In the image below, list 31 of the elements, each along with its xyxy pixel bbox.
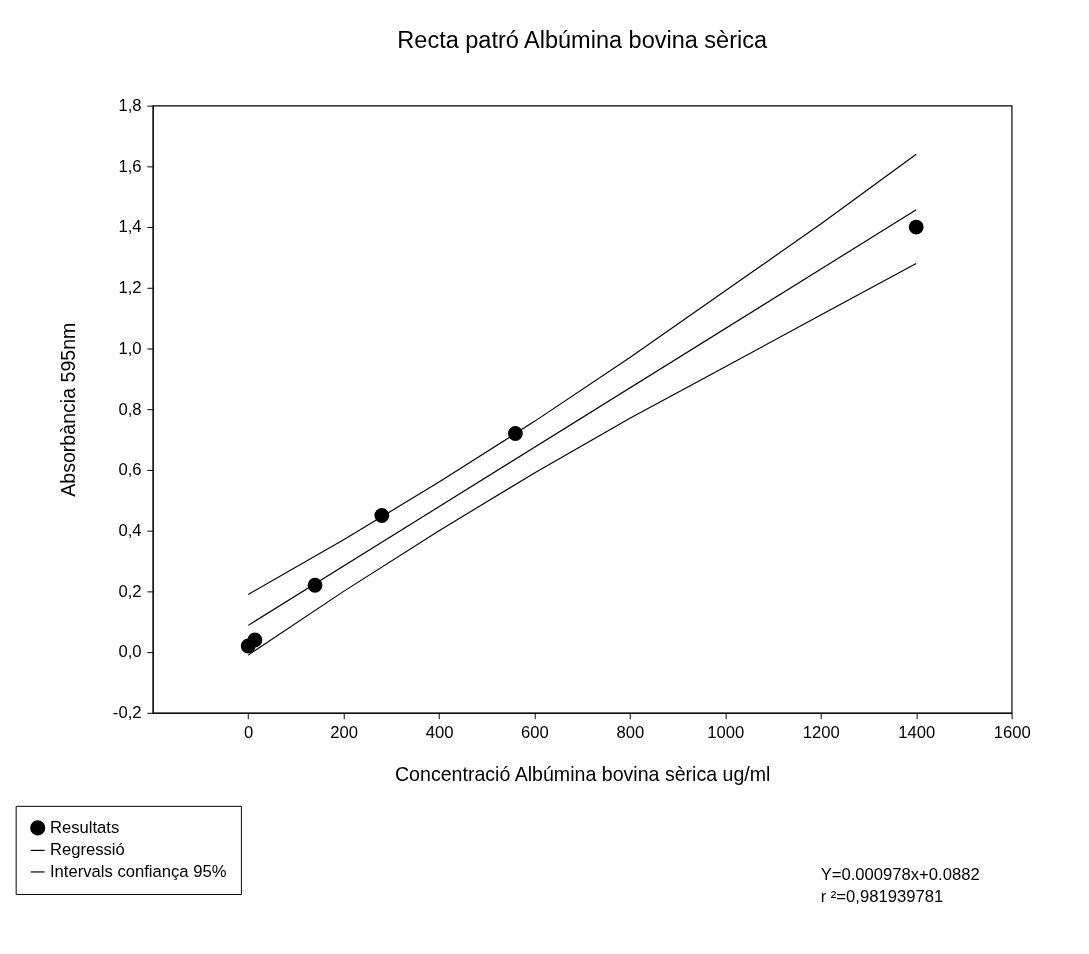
y-tick-label: 0,0 xyxy=(118,642,142,662)
point xyxy=(908,219,924,235)
x-tick-label: 0 xyxy=(244,722,254,742)
line-series xyxy=(247,153,917,595)
y-tick-label: 1,4 xyxy=(118,217,142,237)
x-tick-label: 800 xyxy=(616,722,645,742)
text: Y=0.000978x+0.0882 xyxy=(820,865,980,885)
x-tick-label: 1600 xyxy=(993,722,1031,742)
text: r ²=0,981939781 xyxy=(820,886,944,906)
y-tick-label: 0,8 xyxy=(118,399,142,419)
y-tick-label: 1,2 xyxy=(118,278,142,298)
x-tick-label: 400 xyxy=(425,722,454,742)
y-tick-label: -0,2 xyxy=(112,703,142,723)
y-tick-label: 0,4 xyxy=(118,521,142,541)
point xyxy=(247,632,263,648)
x-tick-label: 1400 xyxy=(898,722,936,742)
chart-title: Recta patró Albúmina bovina sèrica xyxy=(397,26,768,53)
legend-label: Resultats xyxy=(49,817,120,837)
y-axis-title: Absorbància 595nm xyxy=(56,322,79,497)
x-tick-label: 600 xyxy=(521,722,549,742)
x-tick-label: 1200 xyxy=(802,722,840,742)
x-tick-label: 200 xyxy=(330,722,358,742)
y-tick-label: 1,6 xyxy=(118,156,142,176)
y-tick-label: 0,2 xyxy=(118,581,142,601)
legend-label: Regressió xyxy=(49,840,125,860)
y-tick-label: 0,6 xyxy=(118,460,142,480)
x-axis-title: Concentració Albúmina bovina sèrica ug/ml xyxy=(394,762,771,785)
legend-label: Intervals confiança 95% xyxy=(49,861,227,881)
y-tick-label: 1,0 xyxy=(118,338,142,358)
y-tick-label: 1,8 xyxy=(118,96,142,116)
x-tick-label: 1000 xyxy=(707,722,745,742)
